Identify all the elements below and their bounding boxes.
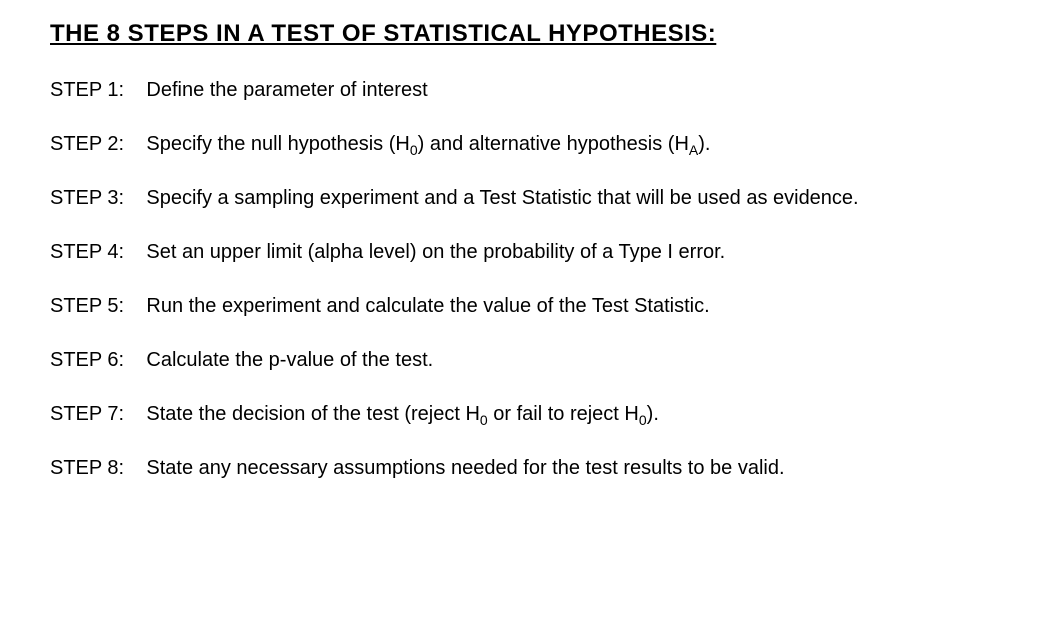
step-text: Set an upper limit (alpha level) on the … <box>146 241 725 263</box>
step-text: Specify the null hypothesis (H0) and alt… <box>146 133 710 155</box>
subscript-a: A <box>689 142 698 158</box>
step-label: STEP 2: <box>50 133 124 155</box>
subscript-zero: 0 <box>480 412 488 428</box>
step-4: STEP 4: Set an upper limit (alpha level)… <box>50 238 987 266</box>
step-7: STEP 7: State the decision of the test (… <box>50 400 987 428</box>
step-text: Run the experiment and calculate the val… <box>146 295 709 317</box>
step-label: STEP 3: <box>50 187 124 209</box>
step-3: STEP 3: Specify a sampling experiment an… <box>50 184 987 212</box>
step-label: STEP 6: <box>50 349 124 371</box>
step-spacer <box>130 79 141 101</box>
subscript-zero: 0 <box>410 142 418 158</box>
step-label: STEP 8: <box>50 457 124 479</box>
step-label: STEP 5: <box>50 295 124 317</box>
step-1: STEP 1: Define the parameter of interest <box>50 76 987 104</box>
step-2: STEP 2: Specify the null hypothesis (H0)… <box>50 130 987 158</box>
step-5: STEP 5: Run the experiment and calculate… <box>50 292 987 320</box>
step-text: State the decision of the test (reject H… <box>146 403 659 425</box>
step-spacer <box>130 187 141 209</box>
step-spacer <box>130 241 141 263</box>
document-title: THE 8 STEPS IN A TEST OF STATISTICAL HYP… <box>50 20 987 48</box>
step-spacer <box>130 457 141 479</box>
step-spacer <box>130 133 141 155</box>
subscript-zero: 0 <box>639 412 647 428</box>
step-label: STEP 4: <box>50 241 124 263</box>
step-label: STEP 1: <box>50 79 124 101</box>
step-8: STEP 8: State any necessary assumptions … <box>50 454 987 482</box>
step-spacer <box>130 295 141 317</box>
step-spacer <box>130 403 141 425</box>
step-6: STEP 6: Calculate the p-value of the tes… <box>50 346 987 374</box>
step-text: Specify a sampling experiment and a Test… <box>146 187 858 209</box>
step-text: Define the parameter of interest <box>146 79 427 101</box>
step-text: Calculate the p-value of the test. <box>146 349 433 371</box>
step-spacer <box>130 349 141 371</box>
step-text: State any necessary assumptions needed f… <box>146 457 784 479</box>
step-label: STEP 7: <box>50 403 124 425</box>
